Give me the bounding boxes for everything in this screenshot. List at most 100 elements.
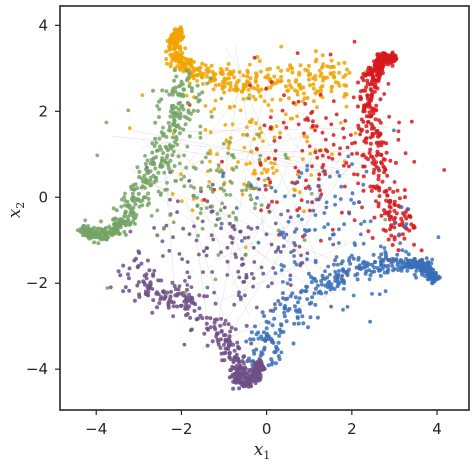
data-point (297, 296, 302, 301)
y-tick-label: 0 (38, 188, 48, 206)
data-point (210, 190, 215, 194)
data-point (229, 72, 234, 77)
data-point (331, 133, 336, 137)
data-point (211, 87, 216, 92)
data-point (252, 371, 257, 376)
data-point (377, 118, 381, 123)
data-point (231, 69, 236, 74)
data-point (123, 232, 128, 237)
data-point (169, 289, 173, 294)
data-point (361, 188, 366, 193)
data-point (234, 88, 239, 93)
data-point (418, 265, 423, 270)
data-point (145, 158, 150, 163)
data-point (308, 208, 312, 213)
data-point (219, 250, 223, 255)
data-point (258, 126, 262, 131)
points-layer (75, 25, 447, 391)
data-point (185, 68, 190, 73)
x-axis-label: x1 (254, 440, 271, 462)
data-point (361, 109, 366, 114)
data-point (301, 157, 305, 162)
data-point (285, 296, 290, 301)
data-point (187, 232, 192, 237)
data-point (205, 199, 210, 204)
data-point (283, 152, 288, 157)
data-point (277, 333, 282, 338)
data-point (319, 88, 323, 93)
data-point (350, 162, 354, 167)
data-point (281, 244, 286, 249)
data-point (231, 360, 236, 365)
data-point (276, 65, 280, 70)
data-point (383, 250, 388, 254)
data-point (193, 166, 198, 171)
data-point (162, 170, 167, 175)
data-point (213, 98, 218, 103)
data-point (351, 256, 356, 261)
data-point (319, 238, 323, 243)
data-point (292, 230, 297, 234)
data-point (418, 268, 423, 273)
data-point (98, 226, 103, 231)
data-point (345, 305, 350, 309)
data-point (182, 61, 187, 66)
data-point (283, 304, 287, 308)
data-point (368, 141, 373, 146)
data-point (216, 253, 221, 257)
data-point (379, 64, 384, 69)
data-point (166, 303, 171, 308)
data-point (209, 114, 214, 119)
data-point (370, 124, 375, 128)
data-point (194, 95, 199, 100)
data-point (344, 161, 349, 165)
data-point (317, 172, 322, 177)
data-point (352, 218, 357, 223)
data-point (150, 150, 155, 155)
data-point (210, 339, 215, 344)
data-point (337, 70, 342, 75)
data-point (297, 244, 302, 249)
data-point (278, 135, 282, 140)
web-line (141, 119, 286, 148)
data-point (246, 225, 251, 230)
data-point (341, 126, 345, 131)
data-point (353, 140, 357, 145)
data-point (255, 83, 260, 88)
data-point (120, 197, 124, 202)
data-point (228, 368, 233, 373)
data-point (312, 277, 317, 281)
data-point (286, 96, 291, 101)
data-point (388, 158, 393, 163)
data-point (217, 216, 222, 221)
data-point (248, 193, 253, 198)
data-point (347, 256, 352, 260)
data-point (285, 281, 290, 286)
data-point (397, 196, 402, 201)
data-point (241, 97, 246, 101)
data-point (160, 156, 165, 161)
data-point (414, 268, 419, 273)
data-point (399, 205, 404, 210)
data-point (279, 44, 284, 49)
data-point (368, 319, 372, 324)
data-point (175, 304, 180, 309)
data-point (370, 76, 375, 80)
data-point (253, 79, 258, 84)
data-point (430, 272, 434, 277)
data-point (376, 177, 381, 182)
data-point (340, 210, 344, 215)
data-point (227, 214, 232, 219)
data-point (245, 183, 250, 188)
data-point (401, 211, 405, 216)
data-point (220, 86, 225, 91)
data-point (241, 132, 245, 137)
data-point (149, 157, 154, 162)
data-point (200, 226, 205, 231)
data-point (427, 270, 432, 274)
data-point (153, 120, 158, 125)
data-point (268, 308, 273, 313)
data-point (297, 175, 302, 180)
data-point (318, 188, 322, 193)
data-point (203, 127, 208, 132)
